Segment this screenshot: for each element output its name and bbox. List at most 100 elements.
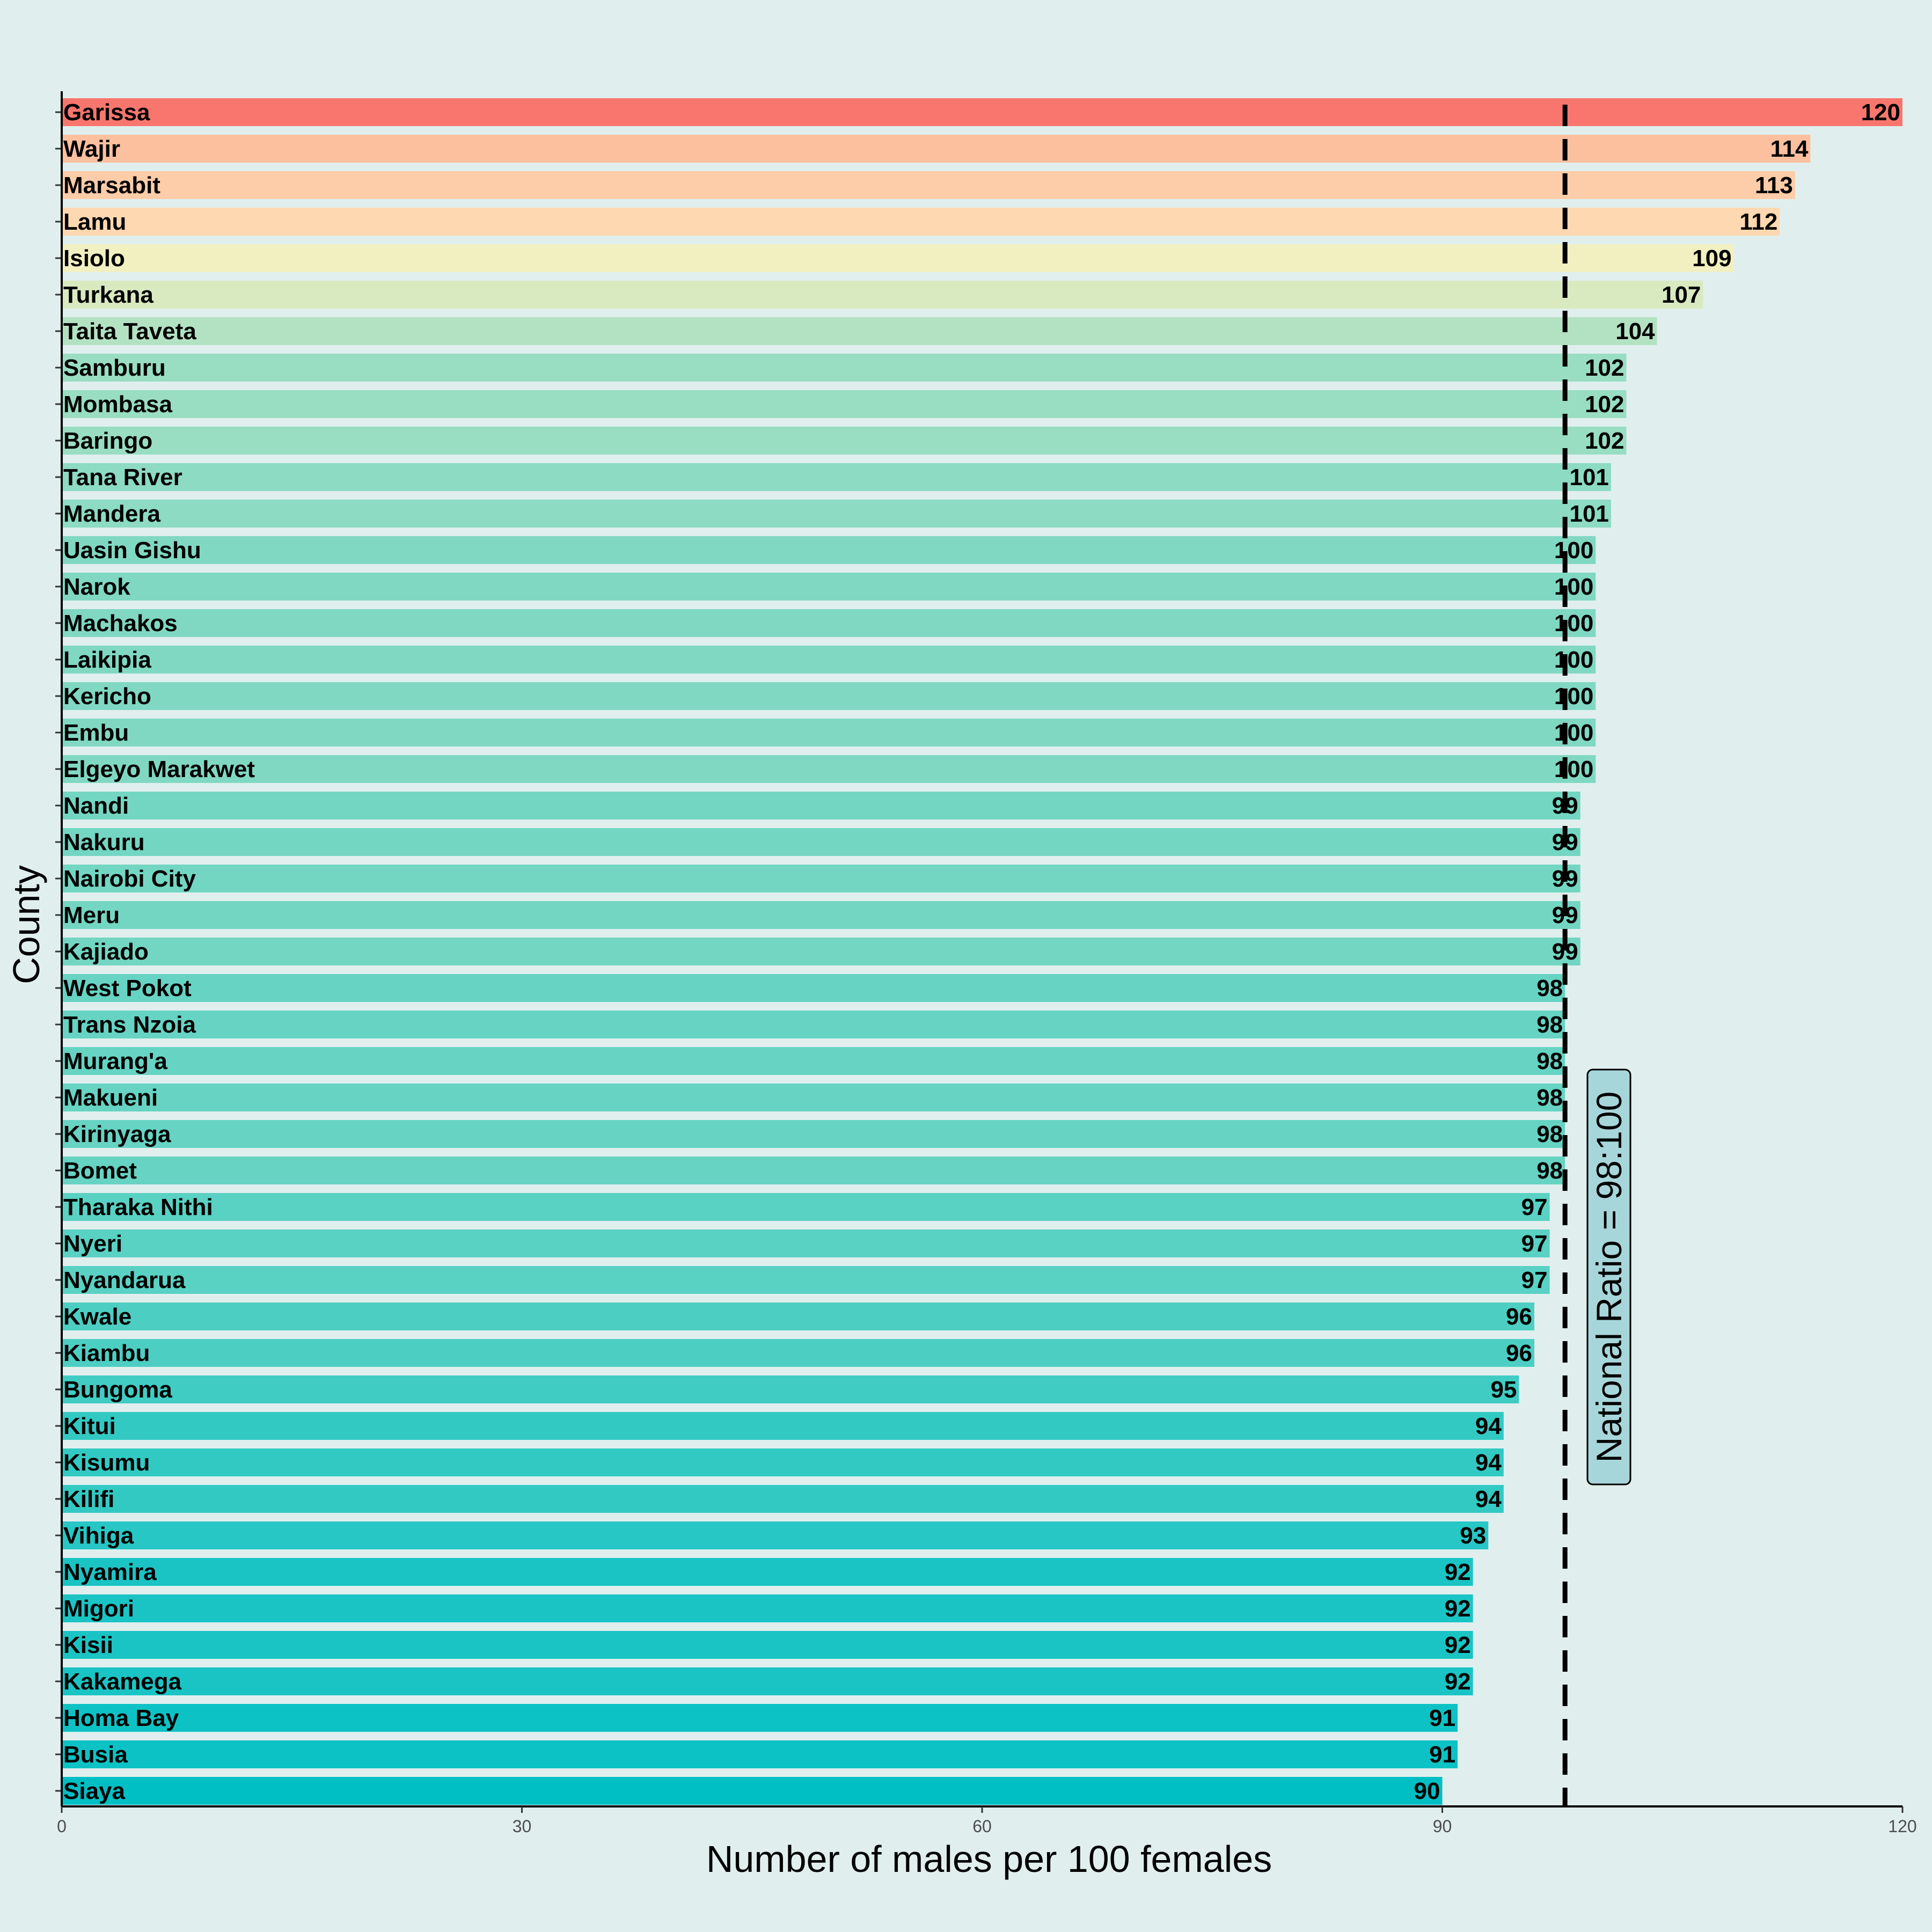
annotation-box (1586, 1069, 1631, 1485)
county-label: Mandera (63, 501, 160, 527)
bar (62, 828, 1580, 856)
bar (62, 1412, 1504, 1440)
bar (62, 281, 1703, 309)
x-tick-label: 60 (972, 1817, 992, 1836)
county-label: Taita Taveta (63, 318, 196, 345)
bar (62, 208, 1780, 236)
value-label: 109 (1692, 245, 1731, 272)
value-label: 98 (1536, 1048, 1563, 1074)
county-label: Turkana (63, 282, 153, 308)
county-label: Bungoma (63, 1377, 172, 1403)
bar (62, 573, 1596, 601)
bar (62, 1667, 1473, 1695)
value-label: 101 (1569, 501, 1608, 527)
value-label: 112 (1739, 209, 1777, 235)
value-label: 92 (1445, 1559, 1471, 1585)
bar (62, 1302, 1534, 1330)
county-label: Mombasa (63, 391, 172, 418)
value-label: 101 (1569, 464, 1608, 491)
value-label: 98 (1536, 1085, 1563, 1111)
county-label: Kiambu (63, 1340, 150, 1366)
bar (62, 646, 1596, 674)
value-label: 91 (1429, 1741, 1455, 1768)
county-label: Kilifi (63, 1486, 114, 1512)
bar (62, 719, 1596, 747)
county-label: Kisumu (63, 1450, 150, 1476)
county-label: Kisii (63, 1632, 113, 1658)
value-label: 98 (1536, 1121, 1563, 1147)
county-label: Tharaka Nithi (63, 1194, 213, 1220)
x-tick-label: 30 (513, 1817, 532, 1836)
county-label: West Pokot (63, 975, 192, 1001)
county-label: Meru (63, 902, 120, 928)
value-label: 100 (1554, 720, 1593, 746)
value-label: 96 (1506, 1304, 1532, 1330)
bars-layer: Garissa 120 Wajir 114 Marsabit 113 Lamu 112 Isio… (62, 98, 1902, 1806)
value-label: 104 (1615, 318, 1655, 345)
value-label: 92 (1445, 1596, 1471, 1622)
county-label: Uasin Gishu (63, 537, 201, 564)
x-tick-label: 90 (1433, 1817, 1452, 1836)
county-label: Migori (63, 1596, 134, 1622)
value-label: 100 (1554, 683, 1593, 709)
county-label: Homa Bay (63, 1705, 179, 1731)
value-label: 113 (1755, 172, 1793, 199)
county-label: Machakos (63, 610, 178, 636)
axes-layer: 0 30 60 90 120 (55, 91, 1917, 1836)
value-label: 107 (1662, 282, 1701, 308)
county-label: Bomet (63, 1158, 137, 1184)
bar (62, 938, 1580, 965)
bar (62, 792, 1580, 819)
value-label: 90 (1414, 1778, 1440, 1804)
bar (62, 1521, 1489, 1549)
bar (62, 244, 1734, 272)
bar (62, 1485, 1504, 1513)
bar (62, 135, 1811, 163)
value-label: 91 (1429, 1705, 1455, 1731)
bar (62, 1631, 1473, 1659)
county-label: Baringo (63, 428, 152, 454)
x-tick-label: 120 (1888, 1817, 1916, 1836)
bar (62, 1339, 1534, 1367)
bar (62, 1266, 1550, 1294)
bar (62, 1011, 1565, 1038)
bar (62, 317, 1657, 345)
value-label: 95 (1490, 1377, 1517, 1403)
county-label: Nandi (63, 793, 129, 819)
bar (62, 1193, 1550, 1221)
bar (62, 390, 1627, 418)
bar (62, 901, 1580, 929)
county-label: Marsabit (63, 172, 160, 199)
county-label: Narok (63, 574, 130, 600)
county-label: Kericho (63, 683, 151, 709)
value-label: 92 (1445, 1668, 1471, 1695)
bar (62, 1084, 1565, 1111)
county-label: Kakamega (63, 1668, 182, 1695)
value-label: 100 (1554, 574, 1593, 600)
county-label: Kirinyaga (63, 1121, 171, 1147)
county-label: Nyamira (63, 1559, 157, 1585)
bar (62, 1777, 1443, 1805)
bar (62, 1375, 1519, 1403)
county-label: Kwale (63, 1304, 131, 1330)
county-label: Lamu (63, 209, 126, 235)
value-label: 97 (1521, 1231, 1548, 1257)
county-label: Nyeri (63, 1231, 122, 1257)
county-label: Elgeyo Marakwet (63, 756, 255, 782)
bar (62, 1157, 1565, 1184)
bar (62, 171, 1795, 199)
value-label: 120 (1861, 99, 1900, 126)
bar (62, 463, 1611, 491)
value-label: 102 (1585, 428, 1624, 454)
bar (62, 1230, 1550, 1257)
bar (62, 865, 1580, 892)
county-label: Kitui (63, 1413, 116, 1439)
national-ratio-annotation: National Ratio = 98:100 (1589, 1092, 1629, 1463)
value-label: 102 (1585, 391, 1624, 418)
value-label: 93 (1460, 1523, 1486, 1549)
county-label: Nairobi City (63, 866, 196, 892)
bar (62, 536, 1596, 564)
county-label: Murang'a (63, 1048, 167, 1074)
x-axis-title: Number of males per 100 females (706, 1838, 1272, 1880)
county-label: Vihiga (63, 1523, 134, 1549)
